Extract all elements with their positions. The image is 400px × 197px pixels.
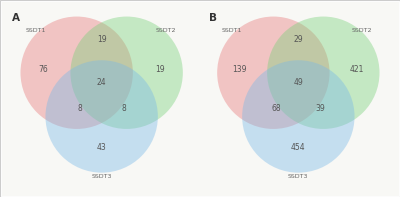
Text: 24: 24 — [97, 78, 106, 87]
Text: SSDT1: SSDT1 — [25, 28, 46, 33]
Text: B: B — [208, 13, 216, 23]
Text: 454: 454 — [291, 143, 306, 152]
Text: 19: 19 — [97, 35, 106, 45]
Text: 139: 139 — [232, 65, 247, 74]
Text: 49: 49 — [294, 78, 303, 87]
Circle shape — [20, 17, 133, 129]
Text: A: A — [12, 13, 20, 23]
Text: 421: 421 — [350, 65, 364, 74]
Circle shape — [242, 60, 354, 173]
Text: SSDT1: SSDT1 — [222, 28, 242, 33]
Circle shape — [267, 17, 380, 129]
Text: 43: 43 — [97, 143, 106, 152]
Text: 8: 8 — [78, 104, 82, 113]
Circle shape — [46, 60, 158, 173]
Text: 8: 8 — [121, 104, 126, 113]
Text: 76: 76 — [38, 65, 48, 74]
Text: SSDT2: SSDT2 — [156, 28, 176, 33]
Circle shape — [217, 17, 330, 129]
Text: 39: 39 — [315, 104, 325, 113]
Text: SSDT2: SSDT2 — [352, 28, 372, 33]
Circle shape — [70, 17, 183, 129]
Text: 29: 29 — [294, 35, 303, 45]
Text: SSDT3: SSDT3 — [288, 174, 308, 179]
Text: 68: 68 — [272, 104, 281, 113]
Text: SSDT3: SSDT3 — [92, 174, 112, 179]
Text: 19: 19 — [155, 65, 165, 74]
